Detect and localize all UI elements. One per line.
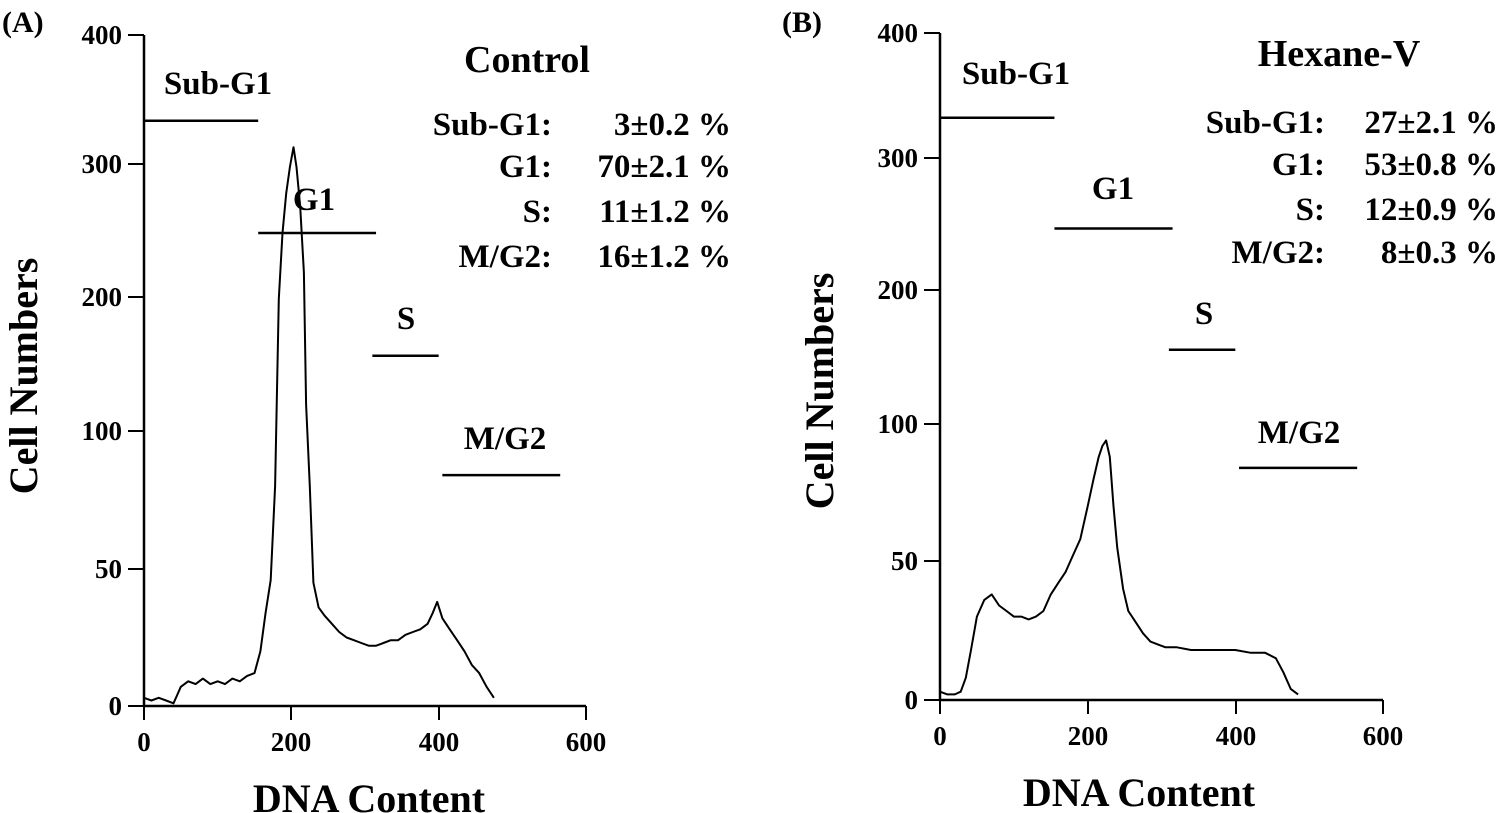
stat-value: 3±0.2 % — [614, 107, 731, 143]
stat-label: Sub-G1: — [433, 107, 552, 143]
y-tick-label: 100 — [82, 416, 123, 446]
stat-label: G1: — [1272, 147, 1325, 183]
stat-label: Sub-G1: — [1206, 105, 1325, 141]
panel-hexane-v: (B) 0 50 100 200 300 400 0 200 400 600 D… — [782, 6, 1498, 813]
y-tick-label: 100 — [878, 409, 919, 439]
y-tick-label: 50 — [95, 554, 122, 584]
stat-value: 27±2.1 % — [1364, 105, 1498, 141]
chart-title: Control — [464, 39, 590, 81]
stat-value: 8±0.3 % — [1381, 235, 1498, 271]
panel-label-a: (A) — [2, 6, 44, 39]
x-tick-label: 400 — [1216, 721, 1257, 751]
histogram-line — [939, 439, 1299, 696]
histogram-line — [143, 146, 495, 705]
stat-value: 11±1.2 % — [599, 194, 731, 230]
gate-label-m-g2: M/G2 — [464, 421, 546, 457]
gate-label-g1: G1 — [1092, 171, 1134, 207]
y-axis-title: Cell Numbers — [1, 258, 46, 495]
y-tick-label: 300 — [878, 143, 919, 173]
gate-label-m-g2: M/G2 — [1258, 415, 1340, 451]
gate-label-sub-g1: Sub-G1 — [164, 66, 272, 102]
x-tick-label: 0 — [137, 727, 151, 757]
y-tick-label: 0 — [905, 685, 919, 715]
stat-value: 12±0.9 % — [1364, 192, 1498, 228]
x-axis-title: DNA Content — [1023, 770, 1256, 813]
y-tick-label: 0 — [109, 691, 123, 721]
stat-value: 53±0.8 % — [1364, 147, 1498, 183]
y-tick-label: 400 — [82, 20, 123, 50]
panel-label-b: (B) — [782, 6, 822, 39]
x-tick-label: 200 — [271, 727, 312, 757]
y-tick-label: 200 — [82, 282, 123, 312]
stat-value: 16±1.2 % — [597, 239, 731, 275]
stat-label: M/G2: — [459, 239, 552, 275]
stat-label: G1: — [499, 149, 552, 185]
stat-label: M/G2: — [1232, 235, 1325, 271]
gate-label-s: S — [1195, 296, 1213, 332]
x-tick-label: 400 — [419, 727, 460, 757]
y-tick-label: 400 — [878, 18, 919, 48]
x-tick-label: 600 — [566, 727, 607, 757]
x-axis-title: DNA Content — [253, 776, 486, 813]
x-tick-label: 200 — [1068, 721, 1109, 751]
gate-label-s: S — [397, 301, 415, 337]
panel-control: (A) 0 50 100 200 300 400 0 200 400 600 D… — [1, 6, 731, 813]
y-tick-label: 200 — [878, 275, 919, 305]
gate-label-sub-g1: Sub-G1 — [962, 56, 1070, 92]
stat-value: 70±2.1 % — [597, 149, 731, 185]
y-tick-label: 50 — [891, 546, 918, 576]
x-tick-label: 0 — [933, 721, 947, 751]
chart-title: Hexane-V — [1258, 33, 1421, 75]
stat-label: S: — [1296, 192, 1325, 228]
y-tick-label: 300 — [82, 149, 123, 179]
y-axis-title: Cell Numbers — [797, 273, 842, 510]
stat-label: S: — [523, 194, 552, 230]
x-tick-label: 600 — [1363, 721, 1404, 751]
